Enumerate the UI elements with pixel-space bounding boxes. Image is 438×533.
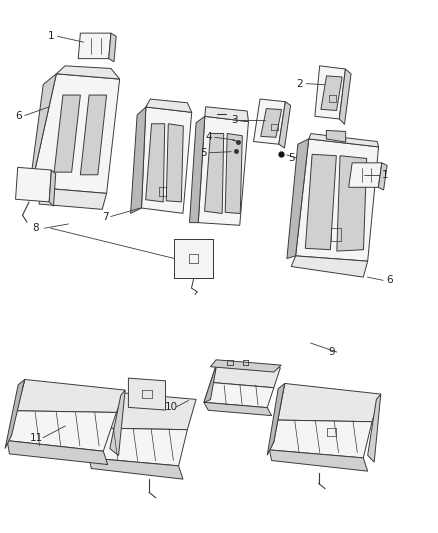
Text: 1: 1 bbox=[381, 169, 388, 180]
Polygon shape bbox=[261, 109, 282, 138]
Polygon shape bbox=[49, 170, 56, 206]
Polygon shape bbox=[30, 74, 57, 188]
Polygon shape bbox=[326, 131, 346, 142]
Text: 5: 5 bbox=[288, 153, 294, 163]
Polygon shape bbox=[225, 133, 242, 214]
Polygon shape bbox=[211, 360, 281, 372]
Polygon shape bbox=[7, 379, 25, 441]
Polygon shape bbox=[89, 428, 187, 466]
Polygon shape bbox=[131, 107, 146, 213]
Polygon shape bbox=[204, 402, 272, 416]
Text: 11: 11 bbox=[30, 433, 43, 443]
Text: 4: 4 bbox=[205, 132, 212, 142]
Polygon shape bbox=[174, 239, 213, 278]
Polygon shape bbox=[378, 163, 387, 190]
Polygon shape bbox=[204, 382, 274, 408]
Polygon shape bbox=[296, 139, 378, 261]
Text: 6: 6 bbox=[15, 110, 21, 120]
Polygon shape bbox=[54, 95, 81, 172]
Polygon shape bbox=[279, 102, 290, 148]
Polygon shape bbox=[146, 124, 165, 202]
Polygon shape bbox=[7, 441, 108, 465]
Text: 10: 10 bbox=[164, 402, 177, 412]
Polygon shape bbox=[291, 256, 367, 277]
Polygon shape bbox=[287, 139, 309, 259]
Polygon shape bbox=[305, 155, 336, 249]
Polygon shape bbox=[276, 383, 381, 422]
Polygon shape bbox=[109, 33, 116, 62]
Polygon shape bbox=[146, 99, 192, 112]
Polygon shape bbox=[190, 116, 205, 223]
Polygon shape bbox=[321, 76, 342, 110]
Polygon shape bbox=[89, 391, 106, 458]
Polygon shape bbox=[267, 383, 285, 455]
Polygon shape bbox=[204, 362, 217, 402]
Text: 9: 9 bbox=[328, 347, 335, 357]
Polygon shape bbox=[269, 383, 285, 450]
Text: 7: 7 bbox=[102, 212, 109, 222]
Polygon shape bbox=[339, 69, 351, 124]
Polygon shape bbox=[57, 66, 120, 79]
Polygon shape bbox=[15, 167, 51, 202]
Polygon shape bbox=[269, 450, 367, 471]
Polygon shape bbox=[5, 379, 25, 449]
Polygon shape bbox=[269, 420, 372, 458]
Polygon shape bbox=[81, 95, 106, 175]
Polygon shape bbox=[89, 458, 183, 479]
Polygon shape bbox=[309, 134, 378, 147]
Polygon shape bbox=[16, 379, 125, 413]
Polygon shape bbox=[78, 33, 111, 59]
Text: 2: 2 bbox=[297, 79, 303, 88]
Text: 6: 6 bbox=[386, 276, 392, 285]
Polygon shape bbox=[254, 99, 286, 144]
Polygon shape bbox=[205, 107, 248, 122]
Polygon shape bbox=[337, 156, 367, 251]
Polygon shape bbox=[198, 116, 248, 225]
Polygon shape bbox=[98, 391, 196, 430]
Polygon shape bbox=[7, 411, 117, 451]
Polygon shape bbox=[141, 107, 192, 213]
Polygon shape bbox=[315, 66, 346, 119]
Polygon shape bbox=[205, 133, 224, 214]
Text: 8: 8 bbox=[32, 223, 39, 233]
Polygon shape bbox=[128, 378, 166, 410]
Text: 5: 5 bbox=[201, 148, 207, 158]
Polygon shape bbox=[211, 362, 280, 387]
Polygon shape bbox=[367, 394, 381, 462]
Polygon shape bbox=[39, 188, 106, 209]
Polygon shape bbox=[35, 74, 120, 193]
Polygon shape bbox=[349, 163, 382, 187]
Polygon shape bbox=[166, 124, 184, 202]
Text: 3: 3 bbox=[231, 115, 237, 125]
Text: 1: 1 bbox=[48, 31, 54, 42]
Polygon shape bbox=[110, 390, 125, 456]
